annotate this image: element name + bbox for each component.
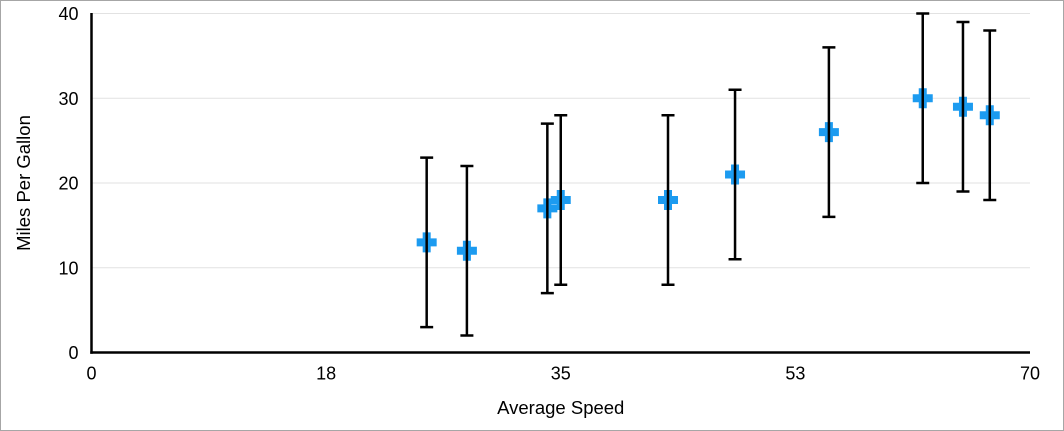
tick-labels: 0 10 20 30 40 0 18 35 53 70 (58, 4, 1040, 384)
y-tick-label-0: 0 (68, 343, 78, 363)
error-bar (956, 20, 970, 193)
error-bar (728, 88, 742, 261)
error-bar (420, 156, 434, 329)
error-bar (460, 164, 474, 337)
x-tick-label-18: 18 (316, 364, 336, 384)
error-bars (420, 12, 997, 337)
y-tick-label-40: 40 (58, 4, 78, 24)
x-tick-label-35: 35 (551, 364, 571, 384)
y-tick-label-20: 20 (58, 174, 78, 194)
data-markers (416, 88, 1000, 261)
x-tick-label-0: 0 (86, 364, 96, 384)
error-bar (540, 122, 554, 295)
axes (90, 13, 1030, 354)
error-bar (822, 46, 836, 219)
error-bar (554, 113, 568, 286)
y-axis-title: Miles Per Gallon (13, 115, 34, 251)
error-bar (916, 12, 930, 185)
y-tick-label-10: 10 (58, 258, 78, 278)
error-bar (983, 29, 997, 202)
y-tick-label-30: 30 (58, 89, 78, 109)
x-tick-label-53: 53 (785, 364, 805, 384)
error-bar (661, 113, 675, 286)
x-axis-title: Average Speed (497, 397, 624, 418)
x-tick-label-70: 70 (1020, 364, 1040, 384)
